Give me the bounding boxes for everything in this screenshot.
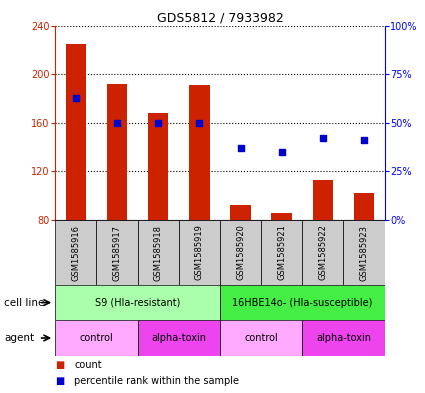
- Text: GSM1585919: GSM1585919: [195, 224, 204, 281]
- Point: [155, 119, 162, 126]
- Bar: [107, 84, 128, 220]
- Bar: [138, 220, 179, 285]
- Bar: [55, 285, 220, 320]
- Bar: [354, 193, 374, 220]
- Point: [278, 149, 285, 155]
- Bar: [312, 180, 333, 220]
- Bar: [261, 220, 302, 285]
- Text: agent: agent: [4, 333, 34, 343]
- Bar: [302, 220, 343, 285]
- Text: cell line: cell line: [4, 298, 45, 308]
- Text: GSM1585923: GSM1585923: [360, 224, 368, 281]
- Bar: [220, 320, 302, 356]
- Bar: [230, 206, 251, 220]
- Text: GSM1585918: GSM1585918: [154, 224, 163, 281]
- Text: GSM1585920: GSM1585920: [236, 224, 245, 281]
- Text: GSM1585916: GSM1585916: [71, 224, 80, 281]
- Bar: [272, 213, 292, 220]
- Text: alpha-toxin: alpha-toxin: [151, 333, 206, 343]
- Text: alpha-toxin: alpha-toxin: [316, 333, 371, 343]
- Point: [196, 119, 203, 126]
- Bar: [55, 320, 138, 356]
- Point: [361, 137, 368, 143]
- Text: 16HBE14o- (Hla-susceptible): 16HBE14o- (Hla-susceptible): [232, 298, 372, 308]
- Text: count: count: [74, 360, 102, 371]
- Text: control: control: [244, 333, 278, 343]
- Bar: [189, 85, 210, 220]
- Point: [72, 94, 79, 101]
- Bar: [179, 220, 220, 285]
- Bar: [220, 220, 261, 285]
- Point: [113, 119, 120, 126]
- Text: GSM1585921: GSM1585921: [277, 224, 286, 281]
- Bar: [55, 220, 96, 285]
- Text: ■: ■: [55, 360, 65, 371]
- Point: [237, 145, 244, 151]
- Bar: [138, 320, 220, 356]
- Text: ■: ■: [55, 376, 65, 386]
- Bar: [220, 285, 385, 320]
- Text: GSM1585922: GSM1585922: [318, 224, 327, 281]
- Text: percentile rank within the sample: percentile rank within the sample: [74, 376, 239, 386]
- Bar: [148, 113, 168, 220]
- Point: [320, 135, 326, 141]
- Bar: [96, 220, 138, 285]
- Title: GDS5812 / 7933982: GDS5812 / 7933982: [156, 11, 283, 24]
- Bar: [302, 320, 385, 356]
- Bar: [65, 44, 86, 220]
- Text: control: control: [79, 333, 113, 343]
- Text: S9 (Hla-resistant): S9 (Hla-resistant): [95, 298, 180, 308]
- Text: GSM1585917: GSM1585917: [113, 224, 122, 281]
- Bar: [343, 220, 385, 285]
